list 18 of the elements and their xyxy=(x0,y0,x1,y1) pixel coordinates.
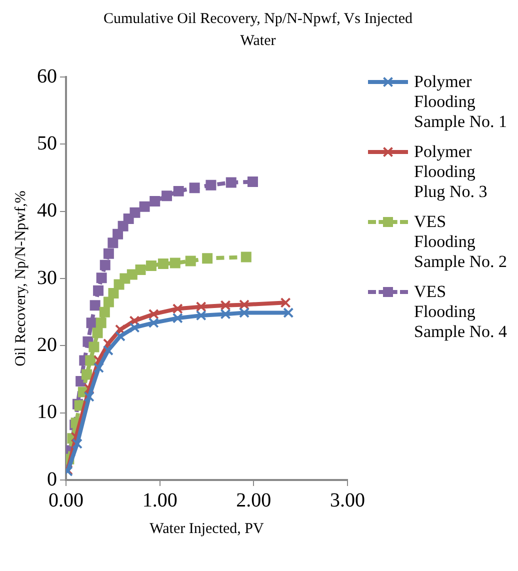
legend-label: Polymer Flooding Sample No. 1 xyxy=(414,72,508,132)
y-tick-label: 60 xyxy=(37,65,57,88)
y-tick-label: 40 xyxy=(37,200,57,222)
legend-label: Polymer Flooding Plug No. 3 xyxy=(414,142,488,202)
y-axis-title: Oil Recovery, Np/N-Npwf,% xyxy=(12,190,29,366)
legend-label: VES Flooding Sample No. 4 xyxy=(414,282,508,342)
chart-title: Cumulative Oil Recovery, Np/N-Npwf, Vs Injected Water xyxy=(102,10,414,51)
x-tick-label: 3.00 xyxy=(330,489,365,512)
y-tick-label: 0 xyxy=(47,468,57,490)
y-tick-label: 10 xyxy=(37,401,57,424)
x-tick-label: 2.00 xyxy=(236,489,272,512)
legend-label: VES Flooding Sample No. 2 xyxy=(414,212,508,272)
x-tick-label: 0.00 xyxy=(48,489,84,512)
y-tick-label: 20 xyxy=(37,334,57,356)
x-tick-label: 1.00 xyxy=(142,489,178,512)
y-tick-label: 30 xyxy=(37,266,57,289)
y-tick-label: 50 xyxy=(37,132,57,154)
x-axis-title: Water Injected, PV xyxy=(150,520,264,537)
